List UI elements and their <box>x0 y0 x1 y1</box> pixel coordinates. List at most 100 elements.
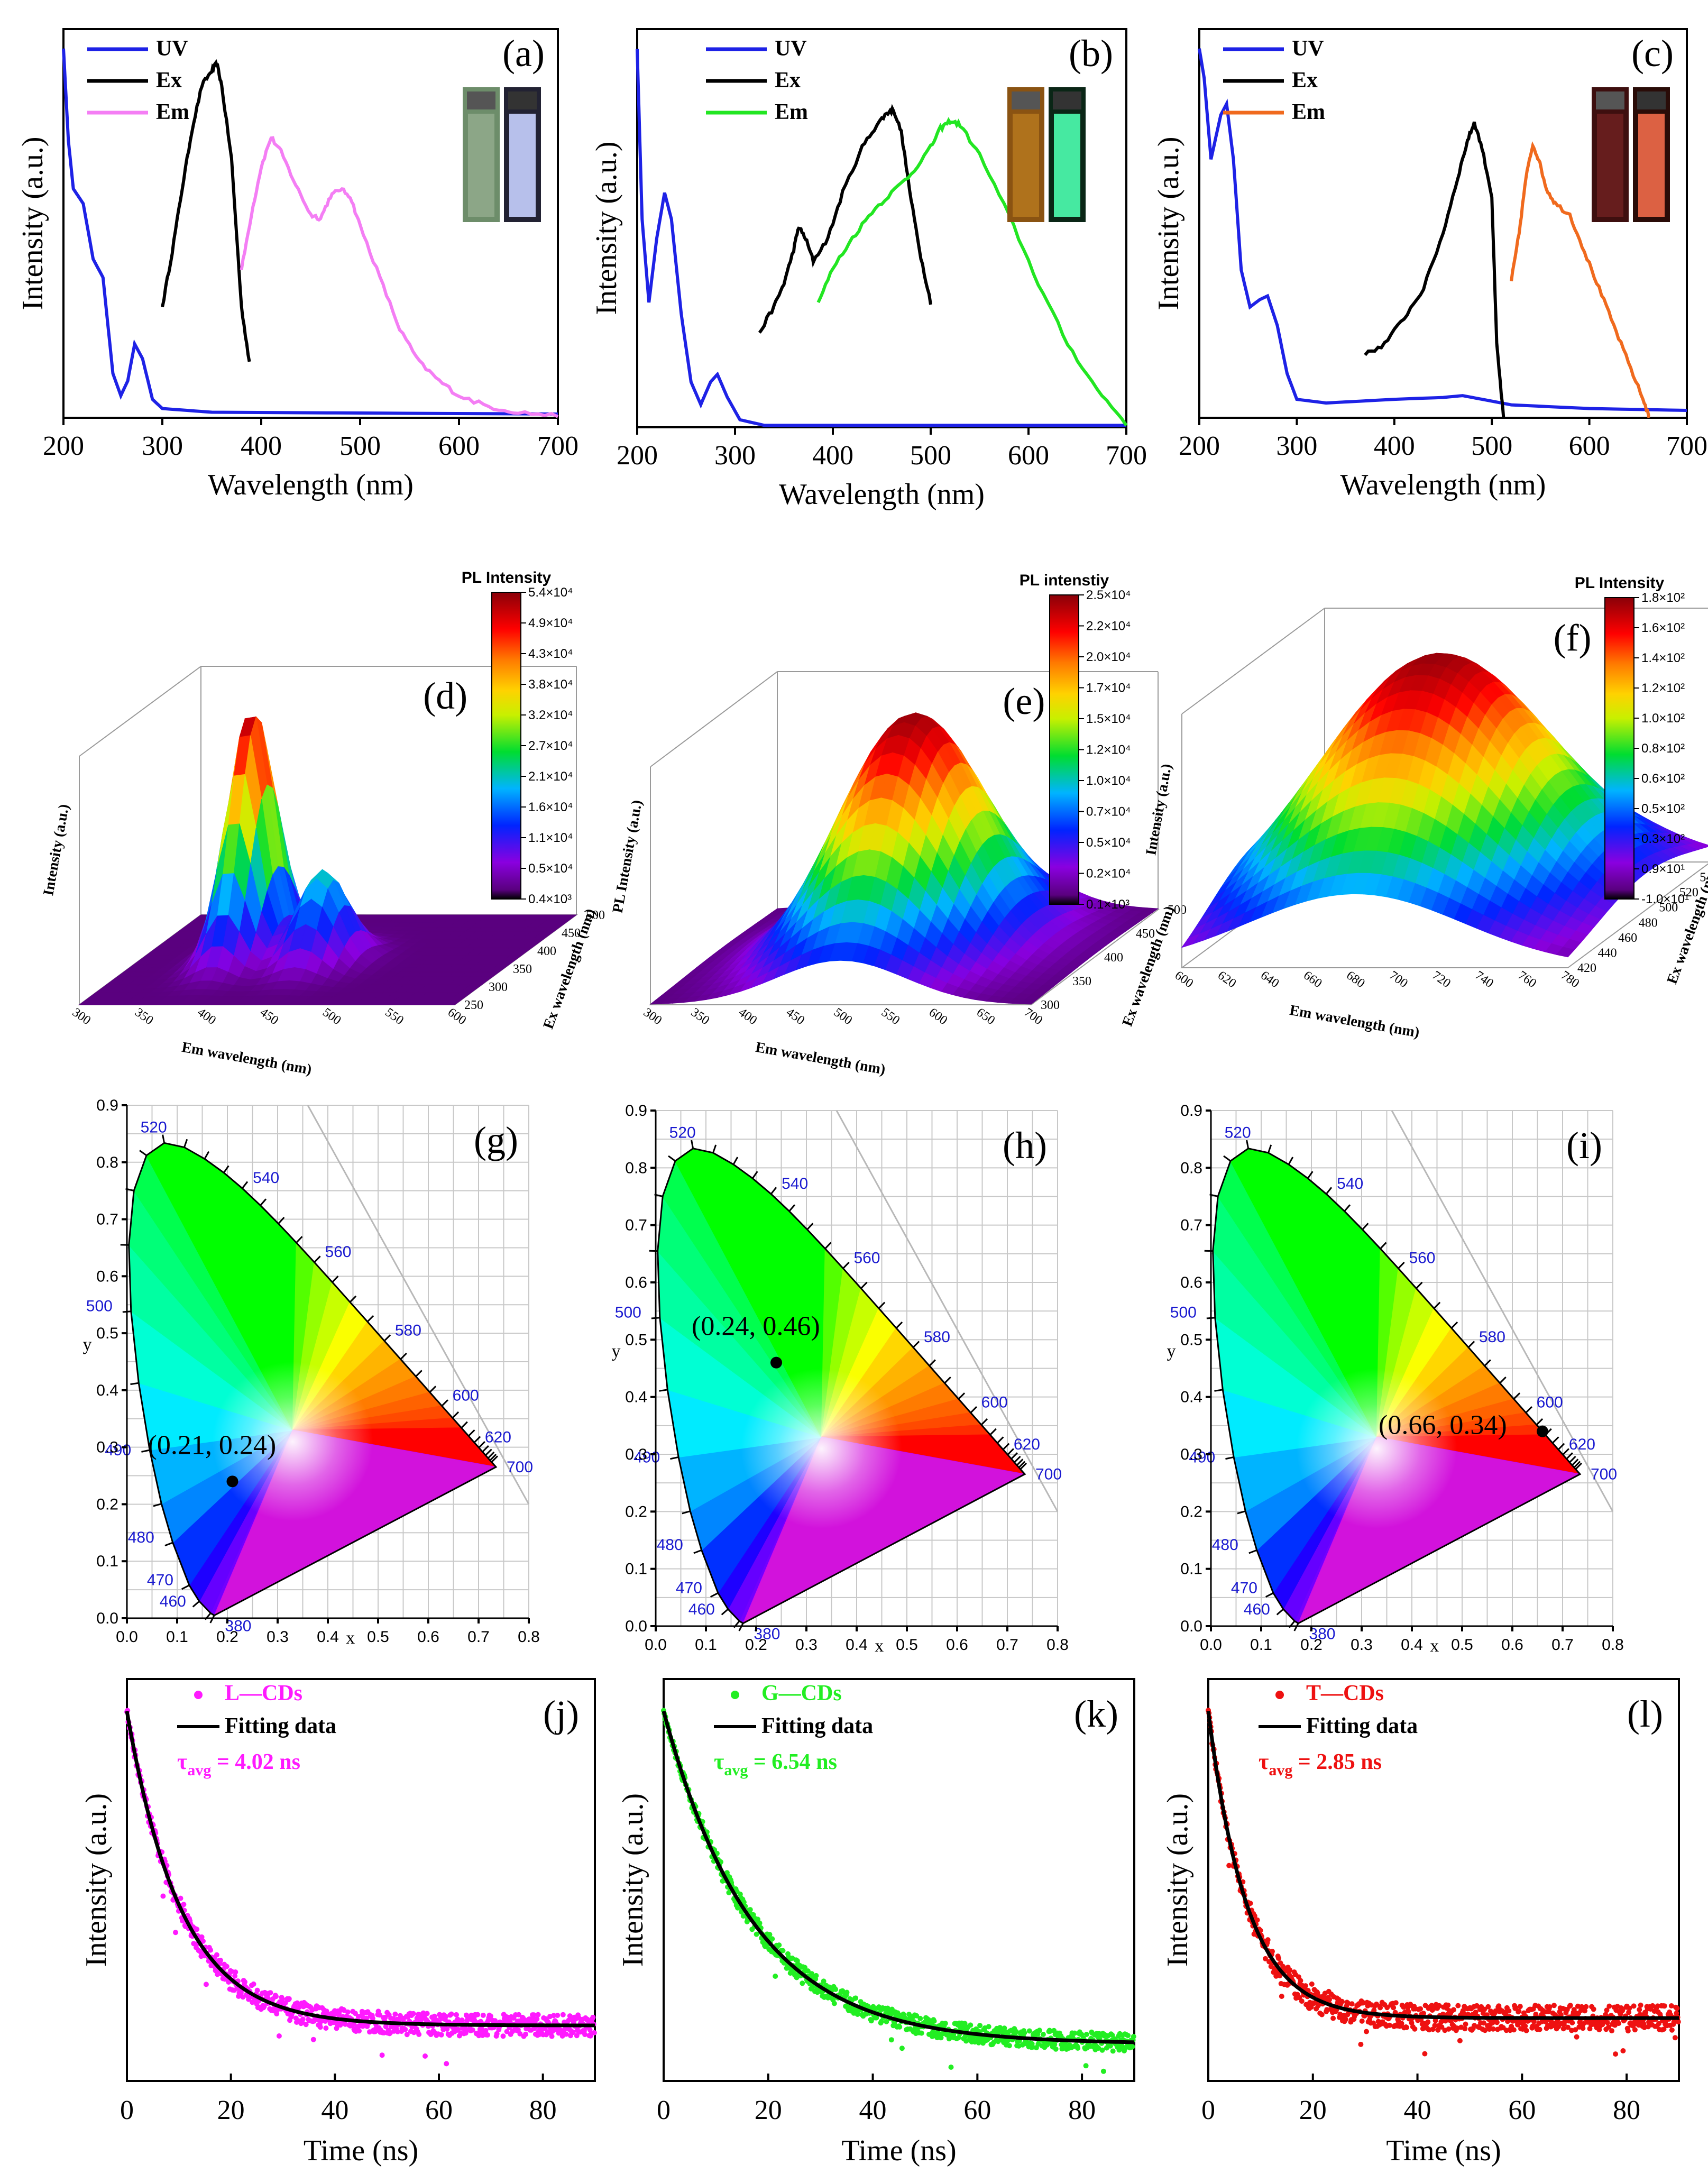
decay-data-point <box>560 2012 566 2017</box>
y-tick-label: 0.7 <box>1180 1217 1202 1234</box>
wavelength-label: 380 <box>225 1618 251 1635</box>
decay-data-point <box>1406 2009 1411 2015</box>
decay-data-point <box>1035 2031 1041 2037</box>
decay-data-point <box>1443 2018 1448 2024</box>
legend-label: UV <box>156 36 188 61</box>
wavelength-label: 580 <box>924 1328 950 1346</box>
vial-liquid <box>509 114 536 217</box>
legend-label: Ex <box>156 68 182 93</box>
vial-liquid <box>1013 114 1039 217</box>
colorbar-tick-label: 0.1×10³ <box>1086 897 1130 912</box>
x-tick-label: 0.1 <box>695 1636 717 1654</box>
y-tick-label: 0.7 <box>625 1217 647 1234</box>
decay-data-point <box>1270 1949 1275 1954</box>
panel-label: (d) <box>423 675 467 717</box>
y-tick-label: 450 <box>562 927 581 940</box>
decay-data-point <box>1083 2032 1089 2037</box>
decay-data-point <box>494 2031 500 2037</box>
decay-data-point <box>831 2001 837 2006</box>
y-tick-label: 440 <box>1598 946 1617 960</box>
decay-data-point <box>1110 2048 1116 2054</box>
decay-data-point <box>1099 2047 1105 2053</box>
decay-data-point <box>1263 1956 1268 1961</box>
decay-data-point <box>968 2022 974 2028</box>
decay-data-point <box>1386 2022 1392 2028</box>
locus-tick <box>468 1429 475 1437</box>
decay-data-point <box>1315 2003 1321 2008</box>
locus-tick <box>183 1139 188 1148</box>
x-tick-label: 0.2 <box>216 1628 238 1646</box>
series-line-uv <box>636 49 1126 427</box>
spectral-locus <box>128 1142 498 1617</box>
decay-data-point <box>416 2032 422 2037</box>
locus-tick <box>1566 1452 1573 1460</box>
y-tick-label: 350 <box>1072 975 1091 988</box>
series-line-ex <box>161 59 251 362</box>
decay-data-point <box>549 2033 555 2039</box>
decay-data-point <box>455 2026 461 2032</box>
y-tick-label: 0.7 <box>96 1211 118 1228</box>
locus-tick <box>659 1389 668 1392</box>
wavelength-label: 470 <box>1231 1579 1257 1597</box>
x-tick-label: 0.5 <box>896 1636 918 1654</box>
wavelength-label: 540 <box>782 1175 808 1193</box>
wavelength-label: 520 <box>669 1124 696 1142</box>
x-tick-label: 500 <box>831 1005 855 1028</box>
decay-data-point <box>1107 2043 1113 2049</box>
y-tick-label: 0.3 <box>96 1439 118 1456</box>
locus-tick <box>1433 1301 1441 1309</box>
decay-data-point <box>570 2029 576 2035</box>
panel-label: (c) <box>1631 32 1674 75</box>
x-axis-label: Time (ns) <box>304 2134 418 2167</box>
x-tick-label: 350 <box>132 1005 155 1028</box>
locus-tick <box>958 1392 966 1400</box>
decay-data-point <box>303 2022 309 2028</box>
locus-tick <box>752 1171 758 1179</box>
decay-data-point <box>410 2011 416 2016</box>
legend-label: Em <box>156 100 189 124</box>
x-tick-label: 640 <box>1258 968 1281 990</box>
locus-tick <box>482 1445 489 1453</box>
locus-tick <box>452 1411 460 1419</box>
y-tick-label: 350 <box>513 962 532 976</box>
colorbar-tick-label: 1.5×10⁴ <box>1086 712 1131 726</box>
locus-tick <box>1525 1406 1533 1414</box>
series-line-em <box>240 136 559 418</box>
y-tick-label: 500 <box>1168 903 1187 917</box>
y-tick-label: 400 <box>537 944 556 958</box>
x-tick-label: 720 <box>1429 968 1453 990</box>
colorbar-title: PL Intensity <box>462 569 552 586</box>
x-tick-label: 550 <box>382 1005 406 1028</box>
locus-tick <box>878 1301 886 1309</box>
decay-data-point <box>345 2009 351 2015</box>
x-tick-label: 0 <box>120 2095 134 2125</box>
legend-marker <box>731 1691 739 1699</box>
decay-data-point <box>251 1981 256 1987</box>
decay-data-point <box>181 1902 187 1907</box>
x-tick-label: 0 <box>657 2095 671 2125</box>
decay-data-point <box>1265 1937 1271 1943</box>
locus-tick <box>1484 1359 1491 1366</box>
vial-liquid <box>1597 114 1623 217</box>
panel-label: (j) <box>543 1693 579 1735</box>
decay-data-point <box>282 2000 288 2006</box>
decay-data-point <box>191 1941 197 1947</box>
colorbar-tick-label: 2.5×10⁴ <box>1086 588 1131 602</box>
y-tick-label: 0.5 <box>625 1331 647 1349</box>
locus-tick <box>1016 1459 1024 1466</box>
tau-average-label: τavg = 4.02 ns <box>177 1750 300 1779</box>
y-tick-label: 0.6 <box>625 1274 647 1291</box>
decay-data-point <box>475 2012 481 2017</box>
x-tick-label: 200 <box>617 441 658 471</box>
decay-data-point <box>173 1930 178 1936</box>
x-tick-label: 740 <box>1473 968 1496 990</box>
panel-label: (g) <box>474 1119 518 1161</box>
wavelength-label: 620 <box>1014 1436 1040 1453</box>
x-tick-label: 700 <box>1106 441 1147 471</box>
series-line-ex <box>758 104 932 334</box>
colorbar-tick-label: 0.5×10⁴ <box>528 861 573 876</box>
decay-data-point <box>726 1890 732 1895</box>
locus-tick <box>1562 1448 1569 1455</box>
